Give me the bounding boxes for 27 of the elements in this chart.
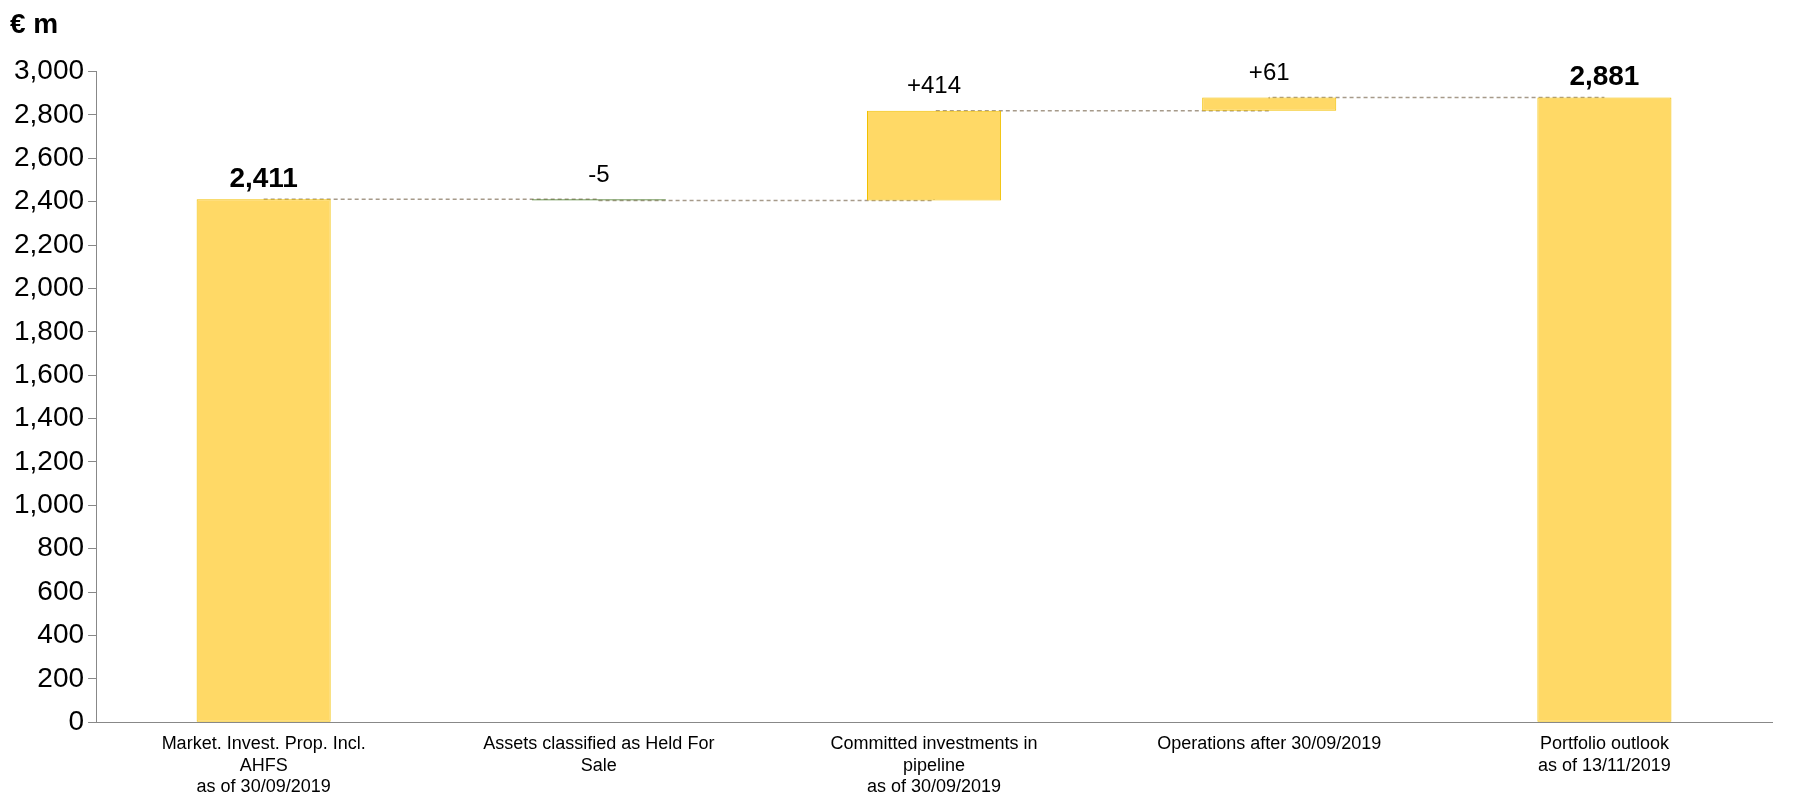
- y-tick-label: 2,800: [13, 97, 85, 129]
- y-tick-label: 2,600: [13, 141, 85, 173]
- x-tick-label: Operations after 30/09/2019: [1157, 732, 1382, 753]
- y-tick-label: 600: [37, 574, 85, 606]
- y-tick-label: 2,400: [13, 184, 85, 216]
- x-tick-label: Assets classified as Held For Sale: [483, 732, 715, 775]
- x-tick-label: Committed investments in pipeline as of 30/09/2019: [830, 732, 1038, 797]
- y-tick-label: 200: [37, 661, 85, 693]
- y-tick-label: 1,800: [13, 314, 85, 346]
- y-tick-label: 800: [37, 531, 85, 563]
- y-tick-label: 1,000: [13, 488, 85, 520]
- data-label: 2,411: [229, 162, 298, 194]
- y-tick-label: 1,600: [13, 357, 85, 389]
- data-label: 2,881: [1569, 60, 1640, 92]
- data-label: +414: [907, 71, 962, 99]
- y-tick-label: 400: [37, 618, 85, 650]
- data-label: -5: [588, 159, 610, 187]
- x-tick-label: Portfolio outlook as of 13/11/2019: [1538, 732, 1671, 775]
- y-tick-label: 3,000: [13, 54, 85, 86]
- y-tick-label: 1,200: [13, 444, 85, 476]
- y-tick-label: 1,400: [13, 401, 85, 433]
- y-tick-label: 0: [68, 704, 85, 736]
- data-label: +61: [1248, 58, 1290, 86]
- x-tick-label: Market. Invest. Prop. Incl. AHFS as of 30/09/2019: [161, 732, 366, 797]
- y-tick-label: 2,200: [13, 227, 85, 259]
- y-axis-title: € m: [10, 7, 59, 39]
- y-tick-label: 2,000: [13, 271, 85, 303]
